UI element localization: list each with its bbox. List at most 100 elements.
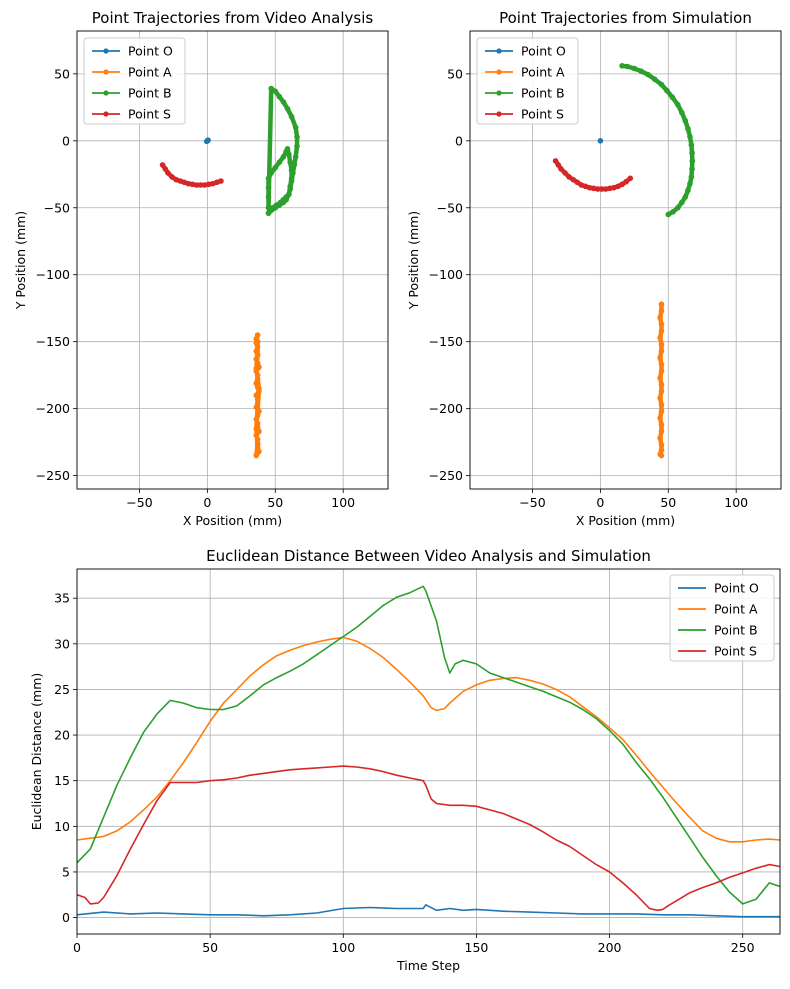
data-point-point-s [594,186,601,192]
data-point-point-a [254,405,261,412]
data-layer [552,63,696,459]
data-point-point-a [658,321,665,328]
data-point-point-b [276,93,283,100]
data-point-point-s [570,176,577,183]
legend-label-point-a: Point A [128,65,172,80]
data-point-point-s [162,166,169,172]
legend-box [83,37,186,125]
data-point-point-s [165,170,171,176]
legend-label-point-o: Point O [521,44,566,59]
data-point-point-b [689,158,696,164]
data-point-point-a [254,420,261,427]
axes-frame [76,30,389,490]
data-point-point-b [658,81,665,88]
data-point-point-a [658,301,665,307]
data-point-point-b [645,71,651,78]
data-point-point-a [657,354,663,361]
data-point-point-a [254,436,261,443]
data-point-point-b [291,162,298,168]
legend-label-point-b: Point B [714,623,758,638]
data-point-point-a [657,375,663,381]
chart-title: Point Trajectories from Simulation [499,9,752,27]
y-tick-label: −50 [44,200,70,215]
data-point-point-a [657,415,663,421]
data-point-point-a [657,314,663,321]
data-point-point-s [619,181,625,188]
data-point-point-a [254,338,261,345]
y-tick-label: 50 [447,66,463,81]
chart-title: Euclidean Distance Between Video Analysi… [206,547,651,565]
legend-marker-point-b [103,90,109,96]
data-layer [159,85,300,459]
data-point-point-b [294,133,300,140]
data-point-point-a [658,381,665,388]
data-point-point-a [658,408,665,415]
data-point-point-b [624,63,631,70]
x-tick-label: −50 [519,495,545,510]
y-tick-label: 50 [54,66,70,81]
data-point-point-a [657,334,663,341]
y-tick-label: 25 [54,682,70,697]
data-point-point-b [674,101,681,108]
data-point-point-s [169,174,175,180]
legend-label-point-s: Point S [714,644,757,659]
series-line-point-o [77,903,780,918]
data-point-point-b [268,170,275,176]
data-point-point-a [658,388,665,395]
data-point-point-s [566,174,572,180]
data-point-point-a [256,448,262,455]
y-tick-label: −250 [36,468,70,483]
data-point-point-b [294,143,300,149]
legend-marker-point-a [496,69,502,75]
data-point-point-b [277,199,284,206]
data-point-point-b [272,88,279,95]
data-point-point-b [292,154,299,160]
data-point-point-a [254,352,261,358]
data-point-point-a [658,421,665,428]
y-axis-label: Y Position (mm) [406,211,421,310]
data-point-point-b [288,178,295,184]
data-point-point-b [685,125,691,132]
euclidean-distance-plot: 0 50 100 150 200 250 0 5 10 15 20 25 30 35 Euclidean D… [29,547,781,973]
data-point-point-s [197,182,204,188]
data-point-point-b [272,164,279,171]
x-tick-label: 100 [724,495,748,510]
data-point-point-b [268,85,275,92]
data-point-point-a [658,368,665,374]
data-point-point-a [658,328,665,334]
x-tick-label: 50 [202,940,218,955]
data-point-point-b [290,170,296,176]
series-line-point-b [77,585,780,905]
y-tick-label: 15 [54,773,70,788]
y-tick-label: 0 [455,133,463,148]
data-point-point-b [287,159,294,166]
legend-label-point-b: Point B [128,86,172,101]
y-axis-label: Y Position (mm) [13,211,28,310]
x-tick-label: 250 [731,940,755,955]
data-point-point-b [688,142,695,148]
data-point-point-b [687,180,693,187]
legend-marker-point-a [103,69,109,75]
legend-marker-point-b [496,90,502,96]
data-point-point-b [265,184,272,191]
x-tick-label: −50 [126,495,152,510]
data-point-point-b [283,148,289,155]
data-point-point-b [687,133,693,140]
data-point-point-s [598,186,605,192]
data-point-point-s [558,166,564,172]
axes-frame [469,30,782,490]
data-point-point-b [292,124,299,131]
data-point-point-b [638,68,644,74]
data-point-point-a [256,385,262,392]
x-tick-label: 0 [596,495,604,510]
data-point-point-a [253,425,260,432]
legend: Point O Point A Point B Point S [476,37,579,125]
y-tick-label: 30 [54,636,70,651]
data-point-point-b [276,159,283,166]
legend-marker-point-s [103,111,109,117]
y-tick-label: −50 [437,200,463,215]
data-point-point-b [619,63,625,69]
x-tick-label: 50 [267,495,283,510]
data-point-point-b [265,210,272,216]
data-point-point-a [254,442,261,448]
